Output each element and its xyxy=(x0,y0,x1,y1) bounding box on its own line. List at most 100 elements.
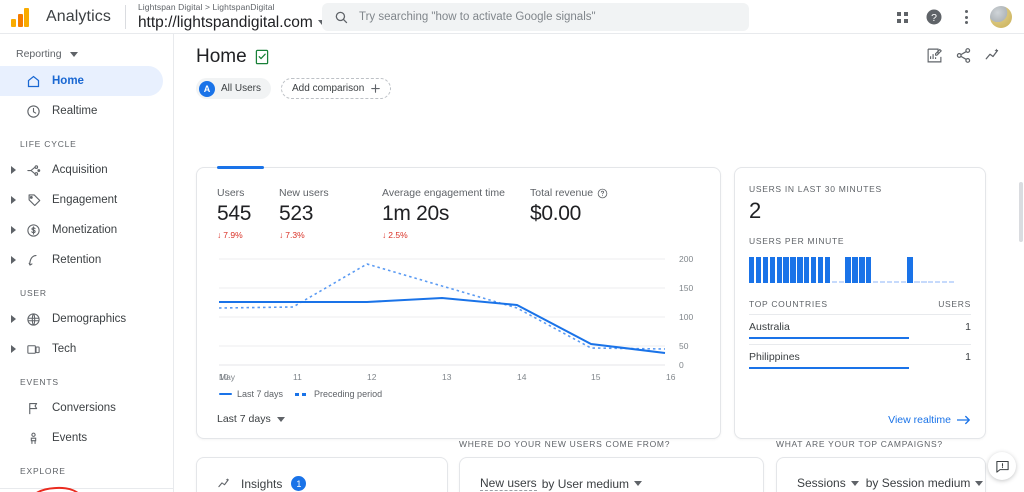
metric-label: Users xyxy=(217,187,245,199)
svg-text:11: 11 xyxy=(293,372,302,382)
svg-text:?: ? xyxy=(931,12,937,24)
analytics-logo-icon[interactable] xyxy=(11,7,37,27)
brand-title: Analytics xyxy=(46,7,111,25)
feedback-icon xyxy=(995,460,1009,473)
users-over-time-chart[interactable]: 200 150 100 50 0 10 11 12 13 14 15 16 xyxy=(197,248,720,383)
sidebar-item-tech[interactable]: Tech xyxy=(0,334,163,364)
legend-swatch-dashed xyxy=(295,392,310,396)
insights-header: Insights 1 xyxy=(197,458,447,491)
svg-text:150: 150 xyxy=(679,283,693,293)
by-dimension-dropdown[interactable]: by User medium xyxy=(541,476,630,491)
sidebar-item-conversions[interactable]: Conversions xyxy=(0,393,163,423)
metric-value: 1m 20s xyxy=(382,202,450,225)
date-range-label: Last 7 days xyxy=(217,413,271,425)
account-selector[interactable]: Lightspan Digital > LightspanDigital htt… xyxy=(138,3,326,30)
legend-swatch-solid xyxy=(219,392,232,396)
users-per-minute-bar xyxy=(817,257,824,283)
sidebar-item-acquisition[interactable]: Acquisition xyxy=(0,155,163,185)
metric-delta: ↓ 7.3% xyxy=(279,230,382,240)
table-row[interactable]: Australia 1 xyxy=(749,314,971,339)
insights-icon[interactable] xyxy=(984,46,1002,64)
active-tab-indicator xyxy=(217,166,264,169)
metric-users: Users 545 ↓ 7.9% xyxy=(217,187,279,240)
sidebar-divider xyxy=(0,488,173,489)
engagement-tag-icon xyxy=(20,193,46,208)
sidebar-section-explore: EXPLORE xyxy=(20,466,66,476)
flag-icon xyxy=(20,401,46,416)
svg-text:10: 10 xyxy=(219,372,229,382)
sidebar-item-label: Acquisition xyxy=(52,164,108,176)
feedback-button[interactable] xyxy=(988,452,1016,480)
metric-dropdown[interactable]: Sessions xyxy=(797,476,846,490)
sidebar-item-home[interactable]: Home xyxy=(0,66,163,96)
search-box[interactable] xyxy=(322,3,749,31)
sidebar-item-demographics[interactable]: Demographics xyxy=(0,304,163,334)
chevron-down-icon xyxy=(317,19,326,25)
sidebar-item-retention[interactable]: Retention xyxy=(0,245,163,275)
users-per-minute-bar xyxy=(900,281,906,283)
table-row[interactable]: Philippines 1 xyxy=(749,344,971,369)
sidebar-item-realtime[interactable]: Realtime xyxy=(0,96,163,126)
date-range-selector[interactable]: Last 7 days xyxy=(197,399,720,425)
search-input[interactable] xyxy=(359,11,737,23)
add-comparison-label: Add comparison xyxy=(292,83,365,94)
metric-total-revenue: Total revenue $0.00 xyxy=(530,187,608,240)
series-preceding-period xyxy=(218,263,666,350)
event-person-icon xyxy=(20,431,46,446)
metric-value: $0.00 xyxy=(530,202,582,225)
reporting-switcher[interactable]: Reporting xyxy=(0,42,173,66)
apps-grid-icon[interactable] xyxy=(888,3,916,31)
view-realtime-link[interactable]: View realtime xyxy=(888,414,971,426)
legend-label: Preceding period xyxy=(314,389,383,399)
main-content: Home A All Users Add comparison xyxy=(174,34,1024,492)
more-vert-icon[interactable] xyxy=(952,3,980,31)
sidebar-item-engagement[interactable]: Engagement xyxy=(0,185,163,215)
metrics-row: Users 545 ↓ 7.9% New users 523 ↓ 7.3% xyxy=(197,168,720,240)
section-label-new-users: WHERE DO YOUR NEW USERS COME FROM? xyxy=(459,439,671,449)
country-users: 1 xyxy=(965,351,971,363)
help-circle-icon[interactable] xyxy=(597,188,608,199)
retention-icon xyxy=(20,253,46,268)
svg-text:14: 14 xyxy=(517,372,527,382)
globe-icon xyxy=(20,312,46,327)
legend-item-last-7-days[interactable]: Last 7 days xyxy=(219,389,283,399)
chip-label: All Users xyxy=(221,83,262,94)
sidebar-item-monetization[interactable]: Monetization xyxy=(0,215,163,245)
chevron-down-icon[interactable] xyxy=(975,480,984,486)
country-bar xyxy=(749,337,909,339)
sidebar-item-label: Events xyxy=(52,432,88,444)
realtime-users-value: 2 xyxy=(749,198,762,223)
share-icon[interactable] xyxy=(955,47,972,64)
sidebar-item-events[interactable]: Events xyxy=(0,423,163,453)
insights-doc-icon[interactable] xyxy=(255,49,269,65)
users-per-minute-bar xyxy=(845,257,851,283)
page-header: Home xyxy=(174,34,1024,68)
by-dimension-dropdown[interactable]: by Session medium xyxy=(865,476,971,490)
expand-arrow-icon xyxy=(8,345,20,353)
overview-metrics-card: Users 545 ↓ 7.9% New users 523 ↓ 7.3% xyxy=(196,166,721,439)
help-icon[interactable]: ? xyxy=(920,3,948,31)
insights-card[interactable]: Insights 1 xyxy=(196,457,448,492)
users-column-label: USERS xyxy=(938,299,971,309)
legend-item-preceding-period[interactable]: Preceding period xyxy=(295,389,382,399)
users-per-minute-bar xyxy=(755,257,762,283)
chevron-down-icon[interactable] xyxy=(850,480,859,486)
avatar[interactable] xyxy=(990,6,1012,28)
report-body: Users 545 ↓ 7.9% New users 523 ↓ 7.3% xyxy=(174,112,1024,492)
add-comparison-button[interactable]: Add comparison xyxy=(281,78,392,99)
top-countries-header: TOP COUNTRIES USERS xyxy=(749,299,971,309)
metric-label: New users xyxy=(279,187,329,199)
metric-label: Average engagement time xyxy=(382,187,505,199)
scrollbar-thumb[interactable] xyxy=(1019,182,1023,242)
edit-report-icon[interactable] xyxy=(926,47,943,64)
chevron-down-icon[interactable] xyxy=(634,481,643,486)
metric-dropdown[interactable]: New users xyxy=(480,476,537,491)
chip-all-users[interactable]: A All Users xyxy=(196,78,272,99)
users-per-minute-bar xyxy=(914,281,920,283)
property-name[interactable]: http://lightspandigital.com xyxy=(138,14,326,31)
arrow-down-icon: ↓ xyxy=(279,230,284,240)
chart-svg: 200 150 100 50 0 10 11 12 13 14 15 16 xyxy=(218,254,693,382)
insights-icon xyxy=(217,476,232,491)
reporting-label: Reporting xyxy=(16,48,62,60)
